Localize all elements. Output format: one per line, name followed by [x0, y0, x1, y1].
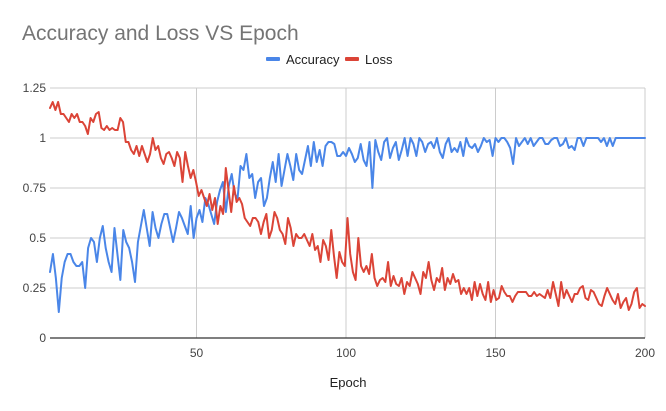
series-line-accuracy	[49, 137, 646, 313]
y-tick-label: 1	[39, 131, 46, 145]
x-axis-ticks: 50 100 150 200	[190, 346, 656, 360]
legend-swatch-loss	[345, 57, 359, 61]
legend-label-loss: Loss	[365, 52, 393, 67]
x-axis-label: Epoch	[330, 375, 367, 390]
y-tick-label: 0.5	[29, 231, 46, 245]
y-tick-label: 1.25	[23, 81, 47, 95]
chart-title: Accuracy and Loss VS Epoch	[22, 22, 299, 45]
legend-label-accuracy: Accuracy	[286, 52, 340, 67]
y-tick-label: 0.25	[23, 281, 47, 295]
x-tick-label: 200	[635, 346, 655, 360]
series-line-loss	[49, 101, 646, 311]
x-tick-label: 50	[190, 346, 204, 360]
x-tick-label: 150	[485, 346, 505, 360]
legend: Accuracy Loss	[266, 52, 393, 67]
y-tick-label: 0	[39, 331, 46, 345]
series-layer	[49, 101, 646, 313]
y-tick-label: 0.75	[23, 181, 47, 195]
y-axis-ticks: 0 0.25 0.5 0.75 1 1.25	[23, 81, 47, 345]
legend-swatch-accuracy	[266, 57, 280, 61]
gridlines	[50, 87, 646, 338]
x-tick-label: 100	[336, 346, 356, 360]
